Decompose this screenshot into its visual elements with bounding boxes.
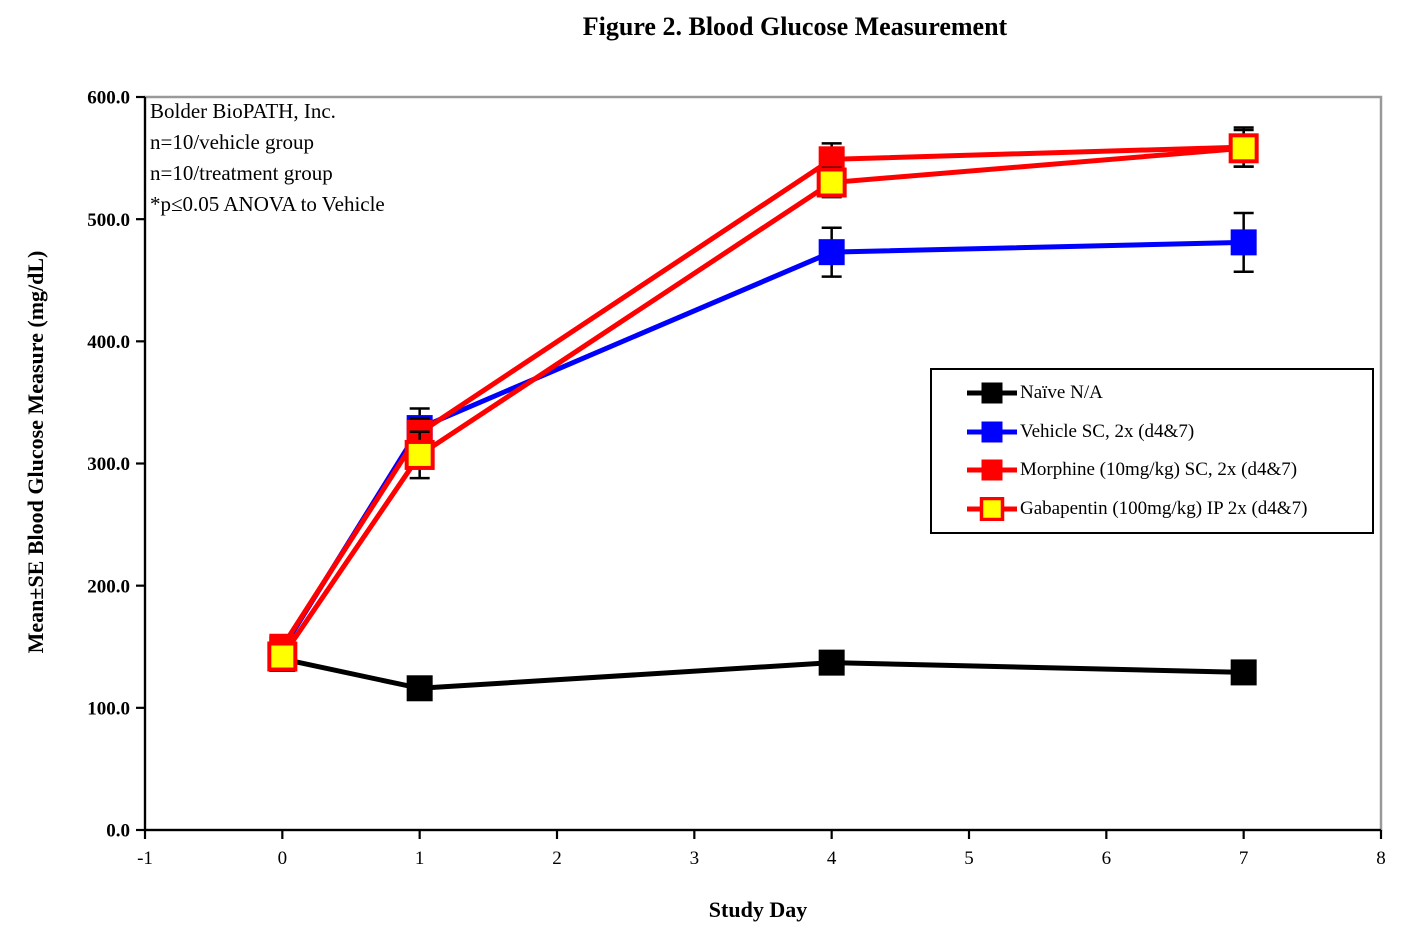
- data-point-marker: [1230, 229, 1257, 256]
- x-tick-label: 1: [415, 848, 425, 869]
- legend-swatch-svg: [967, 496, 1017, 521]
- y-tick-label: 300.0: [87, 454, 130, 475]
- series-markers: [269, 645, 1257, 702]
- data-point-marker: [1230, 659, 1257, 686]
- x-tick-label: 7: [1239, 848, 1249, 869]
- annotation-line: Bolder BioPATH, Inc.: [150, 99, 336, 123]
- y-axis-title: Mean±SE Blood Glucose Measure (mg/dL): [23, 250, 48, 654]
- y-axis-ticks: 0.0 100.0 200.0 300.0 400.0 500.0 600.0: [87, 88, 145, 842]
- data-point-marker: [267, 641, 298, 672]
- x-tick-label: 4: [827, 848, 837, 869]
- chart-title: Figure 2. Blood Glucose Measurement: [582, 12, 1008, 41]
- legend-item-morphine: Morphine (10mg/kg) SC, 2x (d4&7): [966, 458, 1368, 482]
- legend-swatch-svg: [967, 382, 1017, 404]
- legend-item-vehicle: Vehicle SC, 2x (d4&7): [966, 420, 1368, 444]
- x-tick-label: 5: [964, 848, 974, 869]
- series-line: [281, 656, 1244, 691]
- legend-marker-gabapentin-icon: [966, 496, 1018, 521]
- legend-marker-vehicle-icon: [966, 420, 1018, 444]
- x-tick-label: 6: [1102, 848, 1112, 869]
- legend-box: Naïve N/A Vehicle SC, 2x (d4&7) Morphine…: [930, 368, 1374, 534]
- legend-item-naive: Naïve N/A: [966, 381, 1368, 405]
- data-point-marker: [818, 239, 845, 266]
- data-point-marker: [406, 675, 433, 702]
- data-point-marker: [818, 649, 845, 676]
- x-tick-label: 2: [552, 848, 562, 869]
- series-line: [280, 144, 1244, 649]
- y-tick-label: 200.0: [87, 576, 130, 597]
- annotation-line: n=10/vehicle group: [150, 130, 315, 154]
- data-point-marker: [816, 167, 847, 198]
- legend-label: Naïve N/A: [1020, 382, 1103, 404]
- series-markers: [267, 133, 1259, 672]
- series-na-ve-n-a: [269, 645, 1257, 702]
- legend-item-gabapentin: Gabapentin (100mg/kg) IP 2x (d4&7): [966, 496, 1368, 521]
- legend-swatch-svg: [967, 421, 1017, 443]
- x-axis-ticks: -1 0 1 2 3 4 5 6 7 8: [137, 830, 1386, 869]
- y-tick-label: 600.0: [87, 88, 130, 109]
- y-tick-label: 500.0: [87, 210, 130, 231]
- legend-swatch-svg: [967, 459, 1017, 481]
- legend-label: Gabapentin (100mg/kg) IP 2x (d4&7): [1020, 497, 1308, 519]
- x-tick-label: -1: [137, 848, 153, 869]
- legend-marker-naive-icon: [966, 381, 1018, 405]
- annotation-box: Bolder BioPATH, Inc. n=10/vehicle group …: [150, 96, 385, 220]
- series-gabapentin-100mg-kg-ip-2x-d4-7: [267, 128, 1259, 672]
- x-tick-label: 8: [1376, 848, 1386, 869]
- y-tick-label: 400.0: [87, 332, 130, 353]
- y-tick-label: 0.0: [106, 821, 130, 842]
- legend-label: Morphine (10mg/kg) SC, 2x (d4&7): [1020, 459, 1298, 481]
- legend-label: Vehicle SC, 2x (d4&7): [1020, 420, 1195, 442]
- data-point-marker: [404, 439, 435, 470]
- x-axis-title: Study Day: [708, 897, 808, 922]
- annotation-line: *p≤0.05 ANOVA to Vehicle: [150, 192, 385, 216]
- y-tick-label: 100.0: [87, 698, 130, 719]
- x-tick-label: 0: [278, 848, 288, 869]
- annotation-line: n=10/treatment group: [150, 161, 333, 185]
- series-line: [280, 145, 1244, 658]
- x-tick-label: 3: [690, 848, 700, 869]
- legend-marker-morphine-icon: [966, 458, 1018, 482]
- data-point-marker: [1228, 133, 1259, 164]
